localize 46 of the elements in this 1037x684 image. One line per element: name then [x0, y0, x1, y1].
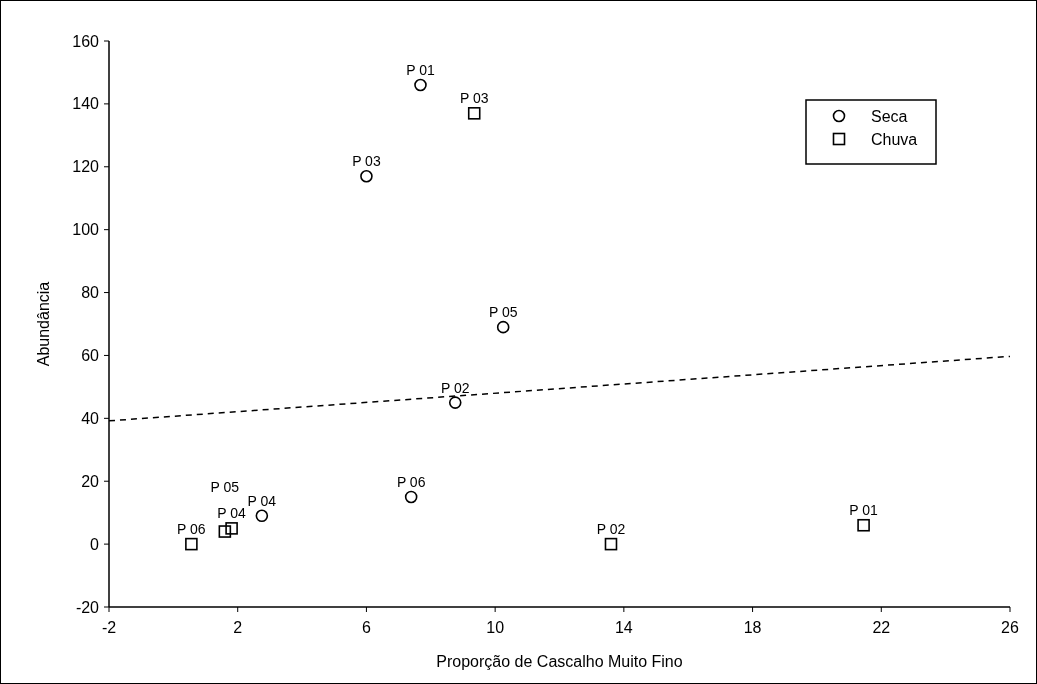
point [467, 107, 481, 120]
annotation: P 02 [596, 521, 626, 538]
annotation: P 03 [352, 153, 381, 170]
point [604, 537, 618, 551]
y-tick-label: 160 [72, 32, 100, 50]
point [857, 518, 870, 532]
y-tick-label: 60 [81, 347, 100, 365]
x-tick-label: 14 [614, 619, 633, 636]
y-tick-label: 20 [81, 472, 100, 490]
point [404, 490, 418, 504]
x-tick-label: 10 [486, 619, 505, 636]
x-axis-title: Proporção de Cascalho Muito Fino [436, 653, 683, 670]
annotation: P 05 [210, 478, 240, 495]
annotation: P 05 [488, 304, 518, 321]
point [496, 320, 510, 334]
y-tick-label: 100 [72, 221, 100, 239]
x-tick-label: 6 [361, 619, 371, 636]
annotation: P 03 [459, 90, 489, 107]
annotation: P 06 [396, 473, 426, 490]
y-tick-label: 0 [90, 535, 100, 553]
point [360, 169, 373, 183]
y-tick-label: 140 [72, 95, 100, 113]
legend-label: Chuva [871, 130, 918, 148]
legend-label: Seca [871, 107, 908, 125]
x-tick-label: 26 [1001, 619, 1019, 636]
y-tick-label: 80 [81, 284, 100, 302]
point [414, 78, 427, 92]
point [185, 537, 198, 551]
x-tick-label: 22 [872, 619, 891, 636]
y-tick-label: -20 [75, 598, 100, 616]
y-axis-title: Abundância [35, 281, 52, 367]
annotation: P 01 [849, 502, 879, 519]
point [225, 522, 238, 535]
x-tick-label: -2 [101, 619, 117, 636]
annotation: P 02 [440, 379, 470, 396]
annotation: P 04 [217, 505, 247, 522]
y-tick-label: 120 [72, 158, 100, 176]
x-tick-label: 2 [233, 619, 243, 636]
point [255, 509, 269, 523]
annotation: P 01 [406, 62, 435, 79]
annotation: P 06 [177, 521, 206, 538]
annotation: P 04 [247, 492, 277, 509]
point [218, 525, 232, 538]
point [448, 396, 462, 409]
y-tick-label: 40 [81, 409, 100, 427]
x-tick-label: 18 [743, 619, 762, 636]
